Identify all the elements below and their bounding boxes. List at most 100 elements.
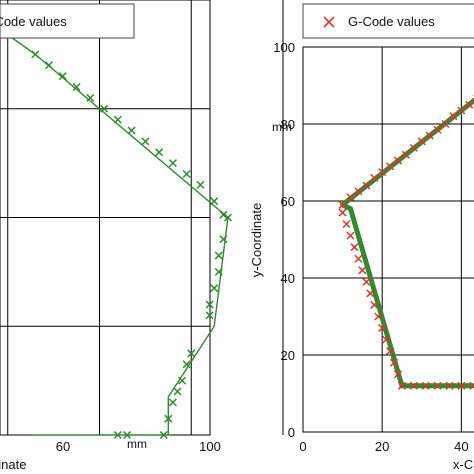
left-data-point (72, 82, 81, 92)
left-data-point (155, 148, 164, 157)
right-data-point (397, 381, 406, 390)
left-data-point (178, 376, 187, 385)
right-y-axis-label: y-Coordinate (249, 203, 264, 277)
left-data-point (86, 93, 95, 102)
right-data-point (338, 200, 347, 209)
right-data-point (342, 220, 351, 229)
right-data-point (382, 335, 391, 344)
right-data-point (386, 162, 395, 171)
left-data-point (164, 414, 173, 423)
right-data-point (378, 168, 387, 177)
left-data-point (223, 213, 232, 222)
left-series-line (0, 28, 229, 436)
right-data-point (386, 347, 395, 356)
left-chart-panel: G-Code values mm 60 100 x-Coordinate (0, 0, 284, 472)
right-data-point (465, 100, 474, 109)
right-data-point (346, 231, 355, 240)
left-data-point (210, 197, 219, 206)
right-plot-frame (302, 46, 474, 433)
left-data-point (113, 430, 122, 440)
left-data-point (187, 349, 196, 358)
left-data-point (214, 251, 223, 260)
right-data-point (441, 119, 450, 129)
left-data-point (173, 387, 182, 396)
left-x-axis-label: x-Coordinate (0, 457, 26, 472)
right-data-point (378, 324, 387, 333)
right-data-point (354, 187, 363, 196)
right-legend-box (302, 3, 474, 39)
left-unit-label: mm (127, 437, 147, 451)
right-data-point (409, 143, 418, 152)
left-data-point (168, 159, 177, 168)
right-data-point (374, 312, 383, 321)
right-data-point (445, 381, 454, 390)
right-x-tick-20: 20 (375, 439, 389, 454)
right-legend: G-Code values (302, 3, 474, 39)
right-data-point (370, 173, 379, 182)
left-x-tick-100: 100 (199, 439, 221, 454)
left-data-point (214, 267, 223, 276)
right-data-point (346, 193, 355, 202)
left-series (0, 28, 232, 440)
left-data-point (205, 311, 214, 320)
right-y-tick-100: 100 (273, 40, 295, 55)
right-data-point (370, 300, 379, 309)
right-y-tick-80: 80 (281, 117, 295, 132)
left-data-point (122, 430, 132, 440)
right-legend-label: G-Code values (348, 14, 435, 29)
right-x-tick-0: 0 (299, 439, 306, 454)
right-data-point (366, 289, 375, 298)
right-data-point (338, 208, 347, 217)
right-legend-marker (323, 16, 335, 28)
left-data-point (219, 210, 228, 219)
right-data-point (457, 381, 466, 390)
left-data-point (141, 137, 150, 146)
right-data-point (409, 381, 418, 390)
right-chart-panel: G-Code values 0 20 40 60 80 100 0 20 40 mm y-Co… (249, 3, 474, 472)
left-x-tick-60: 60 (56, 439, 70, 454)
right-data-point (469, 381, 474, 390)
left-legend-label: G-Code values (0, 14, 67, 29)
left-data-point (182, 360, 191, 369)
right-y-tick-20: 20 (281, 348, 295, 363)
left-data-point (113, 115, 122, 124)
right-x-tick-40: 40 (454, 439, 468, 454)
right-data-point (425, 131, 434, 140)
right-data-point (433, 125, 442, 134)
left-data-point (168, 398, 177, 407)
right-data-point (393, 370, 403, 379)
right-series (338, 94, 474, 390)
left-data-point (45, 61, 54, 70)
right-data-point (433, 381, 442, 390)
right-data-point (393, 156, 403, 165)
left-data-point (100, 104, 109, 113)
right-data-point (401, 150, 410, 159)
left-legend: G-Code values (0, 3, 135, 39)
left-data-point (127, 126, 136, 135)
right-x-ticks: 0 20 40 (299, 439, 468, 454)
right-y-tick-60: 60 (281, 194, 295, 209)
right-data-point (421, 381, 430, 390)
left-data-point (182, 169, 191, 179)
left-data-point (196, 180, 205, 189)
right-data-point (350, 243, 359, 252)
left-legend-box (0, 3, 135, 39)
right-data-point (449, 112, 458, 121)
right-y-ticks: 0 20 40 60 80 100 (273, 40, 295, 440)
right-data-point (358, 266, 367, 275)
left-data-point (58, 72, 67, 81)
right-series-line (340, 97, 474, 389)
right-data-point (354, 254, 363, 263)
left-data-point (159, 430, 168, 440)
right-unit-label: mm (272, 120, 292, 134)
left-data-point (219, 235, 228, 244)
right-data-point (457, 106, 466, 115)
right-data-point (390, 358, 399, 367)
right-data-point (362, 277, 371, 286)
right-y-tick-0: 0 (288, 425, 295, 440)
right-y-tick-40: 40 (281, 271, 295, 286)
right-data-point (417, 137, 426, 146)
left-data-point (210, 284, 219, 293)
right-data-point (362, 181, 371, 190)
